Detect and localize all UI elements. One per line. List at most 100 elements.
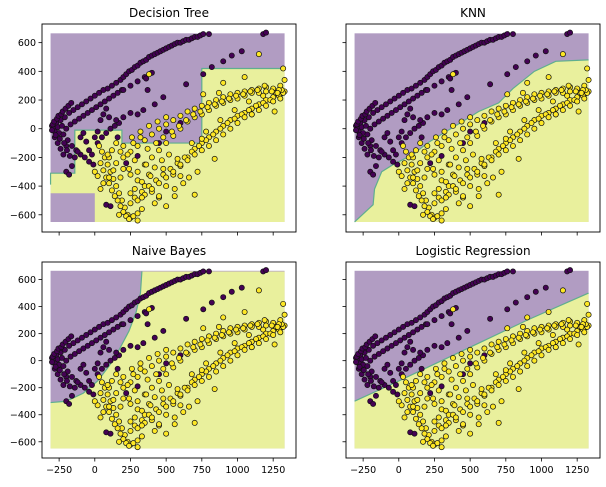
point-class-1 <box>146 71 152 78</box>
point-class-0 <box>387 332 394 338</box>
point-class-1 <box>111 421 118 428</box>
point-class-1 <box>274 89 281 96</box>
point-class-1 <box>134 398 141 405</box>
point-class-1 <box>253 102 259 109</box>
point-class-1 <box>430 442 436 449</box>
point-class-0 <box>385 154 392 161</box>
point-class-1 <box>156 193 162 200</box>
point-class-1 <box>158 387 165 394</box>
point-class-1 <box>120 436 127 443</box>
point-class-0 <box>127 82 134 89</box>
point-class-1 <box>410 180 417 187</box>
point-class-1 <box>535 115 542 122</box>
point-class-1 <box>148 154 155 161</box>
point-class-0 <box>410 346 417 353</box>
point-class-1 <box>220 314 227 321</box>
point-class-1 <box>495 105 502 112</box>
point-class-1 <box>481 402 488 409</box>
point-class-1 <box>441 365 448 372</box>
point-class-0 <box>120 87 127 93</box>
point-class-0 <box>93 337 100 344</box>
point-class-0 <box>80 345 87 352</box>
point-class-1 <box>171 421 178 428</box>
point-class-1 <box>134 197 141 204</box>
point-class-1 <box>134 142 141 149</box>
point-class-1 <box>524 79 531 86</box>
point-class-0 <box>90 391 97 398</box>
point-class-1 <box>447 391 454 398</box>
point-class-0 <box>353 127 359 134</box>
point-class-1 <box>430 216 436 223</box>
point-class-0 <box>107 357 114 364</box>
point-class-0 <box>91 92 98 99</box>
point-class-1 <box>408 382 415 388</box>
point-class-1 <box>434 371 441 378</box>
point-class-1 <box>106 174 113 181</box>
point-class-1 <box>197 108 204 115</box>
point-class-1 <box>551 322 558 329</box>
point-class-1 <box>211 155 218 162</box>
point-class-1 <box>280 300 287 307</box>
point-class-1 <box>225 95 232 102</box>
point-class-0 <box>361 145 368 152</box>
point-class-1 <box>227 125 234 132</box>
point-class-1 <box>231 348 238 355</box>
point-class-1 <box>263 336 269 342</box>
point-class-1 <box>120 373 127 380</box>
point-class-1 <box>224 352 231 359</box>
point-class-1 <box>474 117 481 124</box>
point-class-1 <box>270 332 277 338</box>
point-class-0 <box>418 323 425 330</box>
point-class-1 <box>231 340 238 347</box>
panel-decision-tree: Decision Tree −600 −400 −200 0 200 400 600 <box>10 6 297 236</box>
point-class-1 <box>151 200 158 207</box>
point-class-0 <box>123 160 130 167</box>
point-class-1 <box>120 142 127 149</box>
point-class-1 <box>254 87 261 93</box>
point-class-0 <box>384 130 391 136</box>
y-tick-label: −200 <box>10 383 36 394</box>
point-class-1 <box>217 357 224 364</box>
point-class-1 <box>203 360 210 367</box>
point-class-1 <box>184 387 191 394</box>
point-class-0 <box>370 153 377 159</box>
point-class-0 <box>407 105 414 112</box>
point-class-1 <box>120 154 127 161</box>
point-class-0 <box>127 109 134 116</box>
point-class-1 <box>517 137 524 144</box>
point-class-1 <box>535 348 542 355</box>
point-class-0 <box>81 384 88 391</box>
point-class-1 <box>98 379 105 386</box>
point-class-0 <box>71 154 78 161</box>
point-class-1 <box>184 341 191 348</box>
point-class-1 <box>255 51 262 58</box>
point-class-1 <box>113 183 120 190</box>
point-class-1 <box>438 444 445 451</box>
point-class-1 <box>559 51 566 58</box>
point-class-0 <box>444 107 451 114</box>
point-class-1 <box>160 395 167 402</box>
point-class-0 <box>66 342 73 349</box>
point-class-1 <box>457 140 464 147</box>
point-class-1 <box>467 403 474 410</box>
point-class-1 <box>558 87 565 93</box>
point-class-1 <box>524 363 531 370</box>
point-class-0 <box>567 29 573 36</box>
point-class-1 <box>460 421 466 428</box>
point-class-1 <box>430 165 436 172</box>
point-class-0 <box>364 382 371 388</box>
point-class-1 <box>404 180 411 187</box>
point-class-0 <box>438 153 445 159</box>
point-class-0 <box>368 378 374 384</box>
point-class-1 <box>398 173 405 180</box>
point-class-1 <box>415 421 422 428</box>
point-class-0 <box>114 365 121 372</box>
point-class-1 <box>174 386 181 393</box>
point-class-1 <box>549 340 556 347</box>
point-class-1 <box>241 309 248 315</box>
point-class-1 <box>170 168 177 175</box>
point-class-1 <box>116 438 123 445</box>
point-class-1 <box>458 350 465 357</box>
point-class-1 <box>408 161 415 168</box>
point-class-1 <box>572 322 579 329</box>
